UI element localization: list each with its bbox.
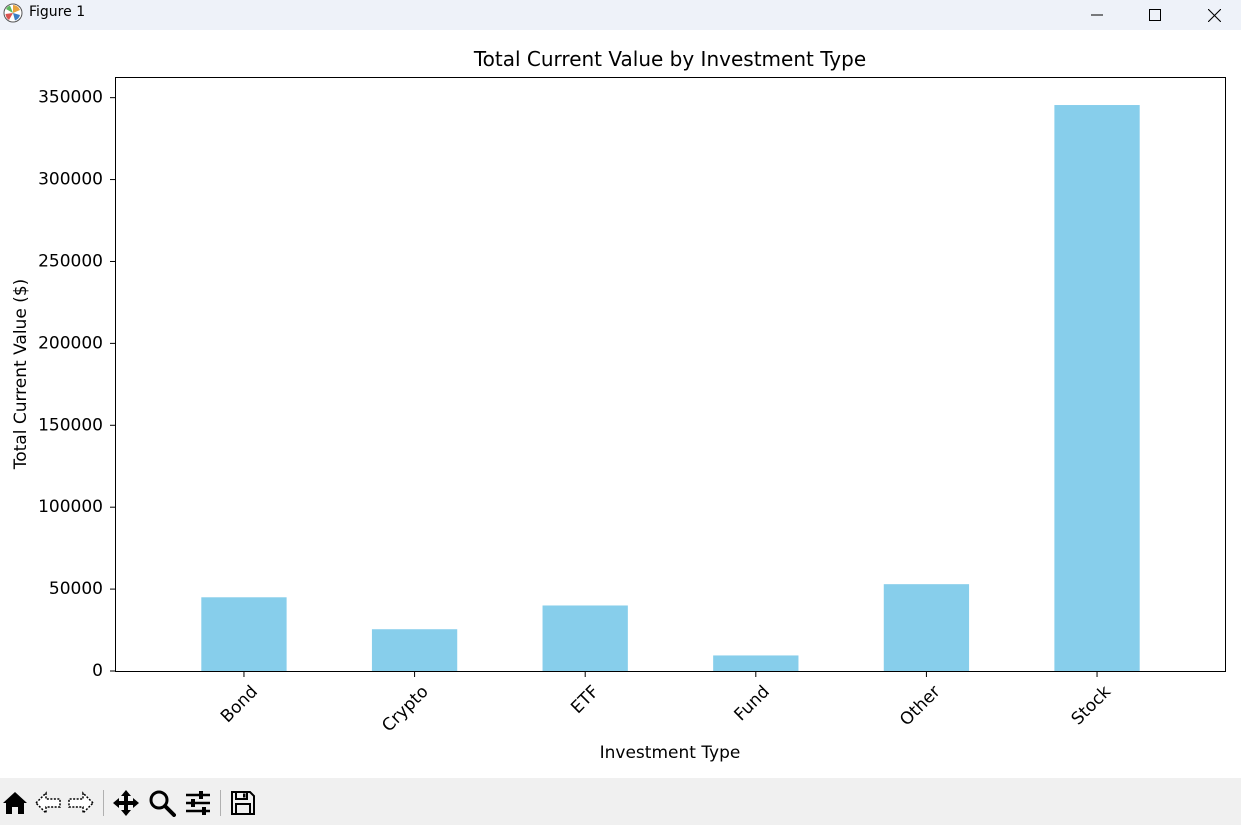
forward-arrow-icon bbox=[68, 791, 94, 815]
y-tick-label: 350000 bbox=[38, 88, 103, 108]
y-tick-label: 150000 bbox=[38, 415, 103, 435]
minimize-button[interactable] bbox=[1074, 0, 1120, 30]
pan-button[interactable] bbox=[111, 788, 141, 818]
maximize-button[interactable] bbox=[1132, 0, 1178, 30]
matplotlib-app-icon bbox=[3, 3, 23, 23]
bar-stock bbox=[1054, 105, 1140, 672]
bar-etf bbox=[542, 605, 628, 671]
y-tick-label: 50000 bbox=[49, 579, 103, 599]
bar-bond bbox=[201, 597, 287, 671]
toolbar-separator bbox=[220, 790, 221, 816]
bar-chart: Total Current Value by Investment Type 0… bbox=[11, 47, 1226, 763]
configure-subplots-button[interactable] bbox=[183, 788, 213, 818]
home-icon bbox=[3, 792, 27, 814]
y-axis-ticks: 0 50000 100000 150000 200000 250000 300000 3500… bbox=[38, 88, 116, 681]
bar-other bbox=[883, 584, 970, 671]
bar-crypto bbox=[371, 629, 458, 671]
y-tick-label: 250000 bbox=[38, 251, 103, 271]
bar-fund bbox=[713, 655, 799, 671]
toolbar-separator bbox=[103, 790, 104, 816]
y-tick-label: 100000 bbox=[38, 497, 103, 517]
zoom-icon bbox=[149, 790, 176, 817]
x-axis-label: Investment Type bbox=[600, 743, 741, 763]
figure-canvas[interactable]: Total Current Value by Investment Type 0… bbox=[0, 30, 1241, 778]
save-icon bbox=[231, 791, 255, 815]
home-button[interactable] bbox=[0, 788, 30, 818]
zoom-button[interactable] bbox=[147, 788, 177, 818]
forward-button[interactable] bbox=[66, 788, 96, 818]
maximize-icon bbox=[1149, 9, 1161, 21]
bars bbox=[201, 105, 1140, 672]
y-tick-label: 300000 bbox=[38, 170, 103, 190]
x-tick-label: Crypto bbox=[378, 682, 432, 736]
configure-subplots-icon bbox=[186, 791, 210, 815]
save-button[interactable] bbox=[228, 788, 258, 818]
pan-icon bbox=[113, 790, 139, 816]
plot-frame bbox=[115, 77, 1226, 672]
x-axis-ticks: Bond Crypto ETF Fund Other Stock bbox=[217, 671, 1115, 736]
y-axis-label: Total Current Value ($) bbox=[11, 279, 31, 471]
close-icon bbox=[1207, 8, 1221, 22]
y-tick-label: 0 bbox=[92, 661, 103, 681]
title-bar[interactable]: Figure 1 bbox=[0, 0, 1241, 30]
back-button[interactable] bbox=[33, 788, 63, 818]
chart-title: Total Current Value by Investment Type bbox=[473, 47, 866, 71]
x-tick-label: Bond bbox=[217, 682, 262, 727]
x-tick-label: Stock bbox=[1068, 682, 1116, 730]
x-tick-label: ETF bbox=[567, 682, 603, 718]
window-title: Figure 1 bbox=[29, 4, 86, 20]
navigation-toolbar bbox=[0, 778, 1241, 825]
y-tick-label: 200000 bbox=[38, 333, 103, 353]
x-tick-label: Other bbox=[896, 682, 944, 730]
minimize-icon bbox=[1091, 14, 1103, 16]
close-button[interactable] bbox=[1191, 0, 1237, 30]
x-tick-label: Fund bbox=[731, 682, 774, 725]
back-arrow-icon bbox=[35, 791, 61, 815]
